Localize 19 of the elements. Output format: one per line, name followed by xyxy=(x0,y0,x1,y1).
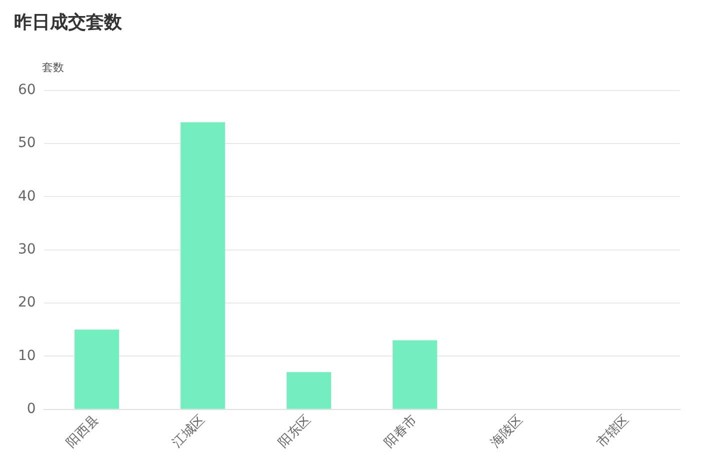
y-tick-label: 30 xyxy=(18,242,36,258)
x-tick-label: 市辖区 xyxy=(594,412,632,451)
y-tick-label: 0 xyxy=(26,401,36,418)
y-tick-label: 20 xyxy=(18,294,36,311)
x-tick-label: 江城区 xyxy=(170,412,208,451)
x-tick-label: 海陵区 xyxy=(488,412,526,451)
y-tick-label: 50 xyxy=(18,135,36,152)
y-tick-label: 10 xyxy=(18,348,36,364)
bar xyxy=(74,330,120,409)
y-tick-label: 60 xyxy=(18,82,36,98)
x-tick-label: 阳春市 xyxy=(382,412,420,451)
x-tick-label: 阳东区 xyxy=(276,412,314,451)
x-tick-label: 阳西县 xyxy=(64,412,102,451)
y-tick-label: 40 xyxy=(18,188,36,204)
chart-title: 昨日成交套数 xyxy=(14,11,122,34)
bar xyxy=(392,340,438,409)
bar xyxy=(180,122,226,409)
y-axis-title: 套数 xyxy=(42,60,64,75)
bar xyxy=(286,372,332,409)
